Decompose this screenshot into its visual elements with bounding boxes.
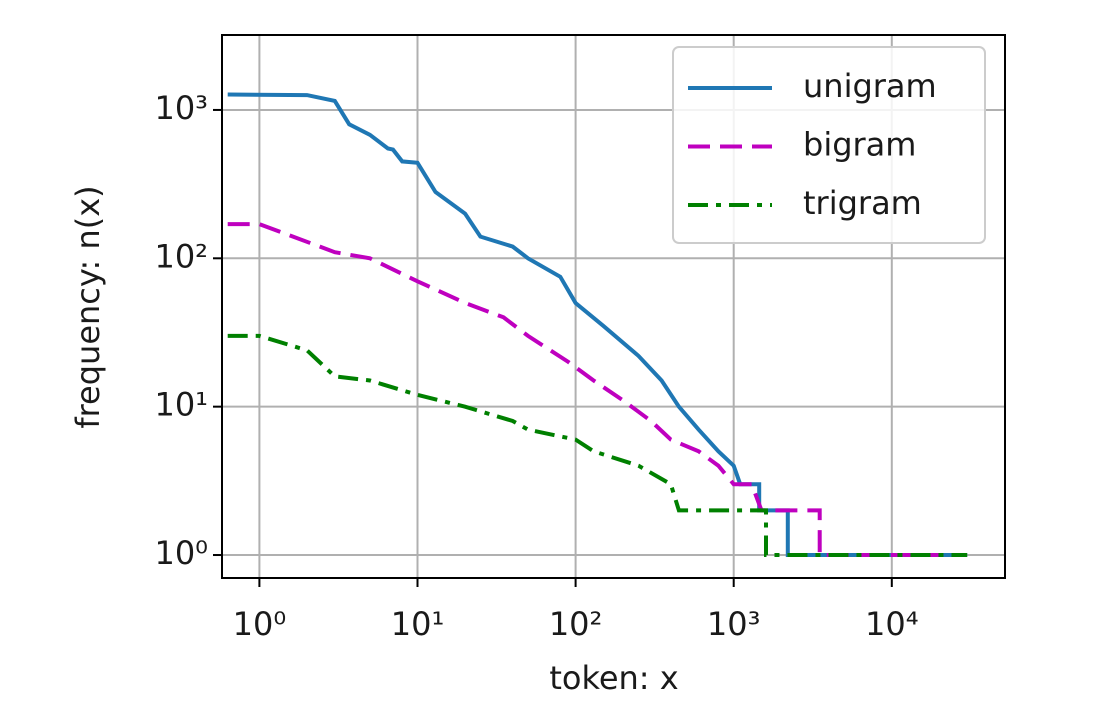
x-tick-label: 10⁴ <box>865 605 919 643</box>
legend-label: unigram <box>803 67 937 105</box>
x-tick-label: 10² <box>549 605 603 643</box>
legend-box <box>672 46 986 244</box>
x-tick-label: 10³ <box>707 605 761 643</box>
x-tick-label: 10⁰ <box>233 605 287 643</box>
y-tick-label: 10¹ <box>154 386 208 424</box>
plot-frame <box>221 34 1006 579</box>
y-tick-label: 10² <box>154 237 208 275</box>
x-axis-label: token: x <box>549 659 678 697</box>
x-tick-label: 10¹ <box>391 605 445 643</box>
y-tick-label: 10⁰ <box>154 534 208 572</box>
legend-label: bigram <box>803 126 916 164</box>
y-tick-label: 10³ <box>154 89 208 127</box>
y-axis-label: frequency: n(x) <box>69 185 107 428</box>
legend-label: trigram <box>803 184 922 222</box>
series-line <box>227 222 940 557</box>
series-line <box>227 333 968 557</box>
